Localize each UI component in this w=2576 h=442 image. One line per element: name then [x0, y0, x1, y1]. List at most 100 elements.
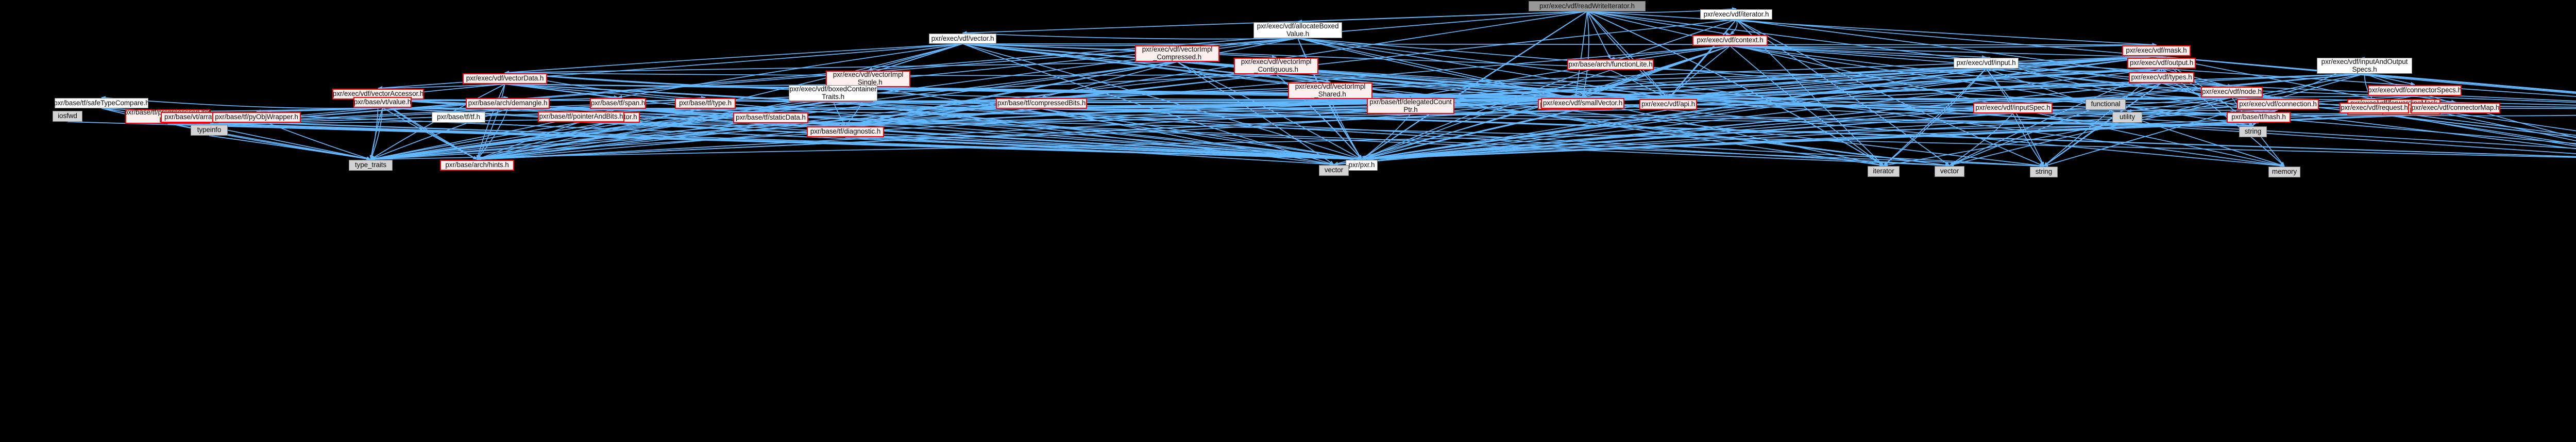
graph-node[interactable]: pxr/base/tf/diagnostic.h	[807, 126, 884, 137]
graph-node[interactable]: pxr/exec/vdf/node.h	[2201, 87, 2263, 97]
graph-node-label: pxr/base/arch/demangle.h	[468, 99, 548, 107]
graph-edge	[1361, 83, 2162, 161]
graph-node[interactable]: pxr/exec/vdf/context.h	[1692, 35, 1768, 46]
graph-edge	[1297, 11, 1587, 24]
graph-node[interactable]: string	[2239, 126, 2267, 137]
graph-node[interactable]: pxr/base/tf/tf.h	[432, 112, 485, 123]
graph-edge	[1361, 113, 1411, 160]
graph-edge	[370, 107, 383, 160]
graph-node[interactable]: pxr/base/tf/staticData.h	[733, 112, 808, 123]
graph-node[interactable]: typeinfo	[191, 125, 228, 136]
graph-node[interactable]: pxr/exec/vdf/allocateBoxed Value.h	[1253, 22, 1342, 38]
graph-node[interactable]: pxr/exec/vdf/vectorImpl _Contiguous.h	[1234, 58, 1318, 74]
graph-edge	[1668, 97, 2013, 114]
graph-node[interactable]: pxr/exec/vdf/boxedContainer Traits.h	[789, 85, 877, 101]
graph-edge	[845, 11, 1587, 127]
graph-node[interactable]: pxr/exec/vdf/vectorImpl _Shared.h	[1288, 83, 1372, 99]
graph-node[interactable]: pxr/exec/vdf/types.h	[2129, 72, 2194, 83]
graph-edge	[504, 84, 619, 99]
graph-edge	[1177, 61, 1362, 160]
graph-node[interactable]: pxr/exec/vdf/api.h	[1639, 99, 1697, 110]
graph-node[interactable]: pxr/exec/vdf/input.h	[1954, 58, 2019, 69]
graph-node[interactable]: pxr/base/tf/pointerAndBits.h	[538, 111, 624, 122]
graph-edge	[192, 107, 383, 113]
graph-node[interactable]: utility	[2112, 112, 2142, 123]
graph-node[interactable]: pxr/exec/vdf/connectorSpecs.h	[2368, 85, 2462, 96]
graph-node[interactable]: pxr/base/tf/delegatedCount Ptr.h	[1367, 98, 1454, 114]
graph-node[interactable]: pxr/exec/vdf/mask.h	[2122, 45, 2191, 56]
graph-node[interactable]: pxr/exec/vdf/vectorData.h	[463, 73, 547, 84]
graph-node-label: pxr/pxr.h	[1348, 161, 1375, 169]
graph-node-label: pxr/exec/vdf/boxedContainer Traits.h	[789, 85, 877, 101]
graph-node[interactable]: pxr/base/tf/compressedBits.h	[996, 98, 1087, 109]
graph-node[interactable]: pxr/exec/vdf/output.h	[2127, 58, 2196, 69]
graph-edge	[845, 108, 1042, 127]
graph-edge	[1986, 68, 2013, 103]
graph-edge	[1574, 45, 1731, 99]
graph-edge	[1361, 68, 1987, 161]
graph-node[interactable]: pxr/exec/vdf/vector.h	[929, 34, 996, 44]
graph-edge	[1883, 68, 1987, 166]
graph-node[interactable]: pxr/base/arch/functionLite.h	[1567, 59, 1654, 70]
graph-node[interactable]: functional	[2086, 99, 2126, 110]
graph-node-label: pxr/base/arch/hints.h	[445, 161, 509, 169]
graph-node[interactable]: pxr/exec/vdf/readWriteIterator.h	[1529, 1, 1646, 11]
graph-node[interactable]: pxr/exec/vdf/smallVector.h	[1541, 98, 1624, 109]
graph-node[interactable]: pxr/base/vt/value.h	[353, 97, 412, 108]
graph-edge	[370, 123, 771, 161]
graph-node[interactable]: pxr/exec/vdf/request.h	[2340, 103, 2409, 113]
graph-edge	[2455, 113, 2576, 132]
graph-node-label: pxr/exec/vdf/context.h	[1697, 36, 1764, 44]
graph-edge	[1361, 122, 2259, 161]
graph-edge	[1361, 108, 1583, 160]
graph-edge	[1361, 113, 2375, 161]
graph-node[interactable]: pxr/base/tf/hash.h	[2227, 112, 2291, 123]
graph-edge	[370, 101, 834, 161]
graph-node-label: pxr/exec/vdf/types.h	[2131, 73, 2192, 81]
graph-edge	[1361, 68, 1987, 161]
graph-node[interactable]: pxr/exec/vdf/inputAndOutput Specs.h	[2317, 58, 2412, 74]
graph-edge	[1041, 108, 1362, 161]
graph-node[interactable]: pxr/exec/vdf/connection.h	[2237, 99, 2319, 110]
graph-node[interactable]: pxr/base/tf/pyObjWrapper.h	[212, 112, 301, 123]
graph-edge	[1582, 11, 1589, 98]
graph-node[interactable]: type_traits	[349, 160, 393, 171]
graph-node[interactable]: pxr/exec/vdf/vectorImpl _Compressed.h	[1135, 45, 1219, 62]
graph-edge	[370, 122, 2259, 161]
graph-node[interactable]: pxr/base/tf/safeTypeCompare.h	[54, 98, 149, 108]
graph-node[interactable]: pxr/pxr.h	[1346, 160, 1378, 171]
graph-edge	[378, 99, 478, 160]
graph-node[interactable]: pxr/exec/vdf/inputSpec.h	[1973, 103, 2053, 113]
graph-node[interactable]: string	[2030, 167, 2058, 177]
graph-node-label: string	[2035, 168, 2053, 176]
graph-node-label: pxr/exec/vdf/request.h	[2341, 104, 2408, 112]
graph-edge	[833, 101, 1334, 166]
graph-edge	[370, 122, 607, 161]
graph-node[interactable]: iosfwd	[53, 111, 82, 122]
graph-edge	[1041, 108, 2576, 157]
graph-edge	[1610, 45, 1731, 60]
graph-node[interactable]: pxr/base/arch/hints.h	[440, 160, 514, 171]
graph-node[interactable]: vector	[1319, 165, 1349, 176]
graph-node[interactable]: pxr/base/arch/demangle.h	[466, 98, 550, 109]
graph-node[interactable]: vector	[1935, 166, 1964, 177]
graph-node[interactable]: memory	[2268, 167, 2300, 177]
graph-node-label: memory	[2272, 168, 2297, 176]
graph-edge	[1668, 96, 2232, 101]
graph-edge	[962, 43, 1950, 167]
graph-node-label: pxr/exec/vdf/allocateBoxed Value.h	[1257, 22, 1339, 38]
graph-node[interactable]: pxr/base/tf/span.h	[590, 98, 646, 109]
graph-node[interactable]: pxr/exec/vdf/iterator.h	[1700, 9, 1772, 20]
graph-edge	[868, 87, 1576, 101]
graph-edge	[868, 43, 963, 71]
graph-node-label: typeinfo	[197, 126, 222, 134]
graph-node[interactable]: pxr/base/tf/type.h	[675, 98, 736, 109]
graph-node-label: pxr/exec/vdf/connection.h	[2239, 100, 2317, 108]
graph-edge	[1041, 61, 1178, 99]
graph-node[interactable]: iterator	[1868, 166, 1900, 177]
graph-node[interactable]: pxr/exec/vdf/connectorMap.h	[2411, 103, 2500, 113]
graph-edge	[1949, 73, 2365, 167]
graph-edge	[504, 84, 1950, 168]
graph-edge	[618, 108, 1362, 161]
graph-edge	[2364, 73, 2415, 86]
